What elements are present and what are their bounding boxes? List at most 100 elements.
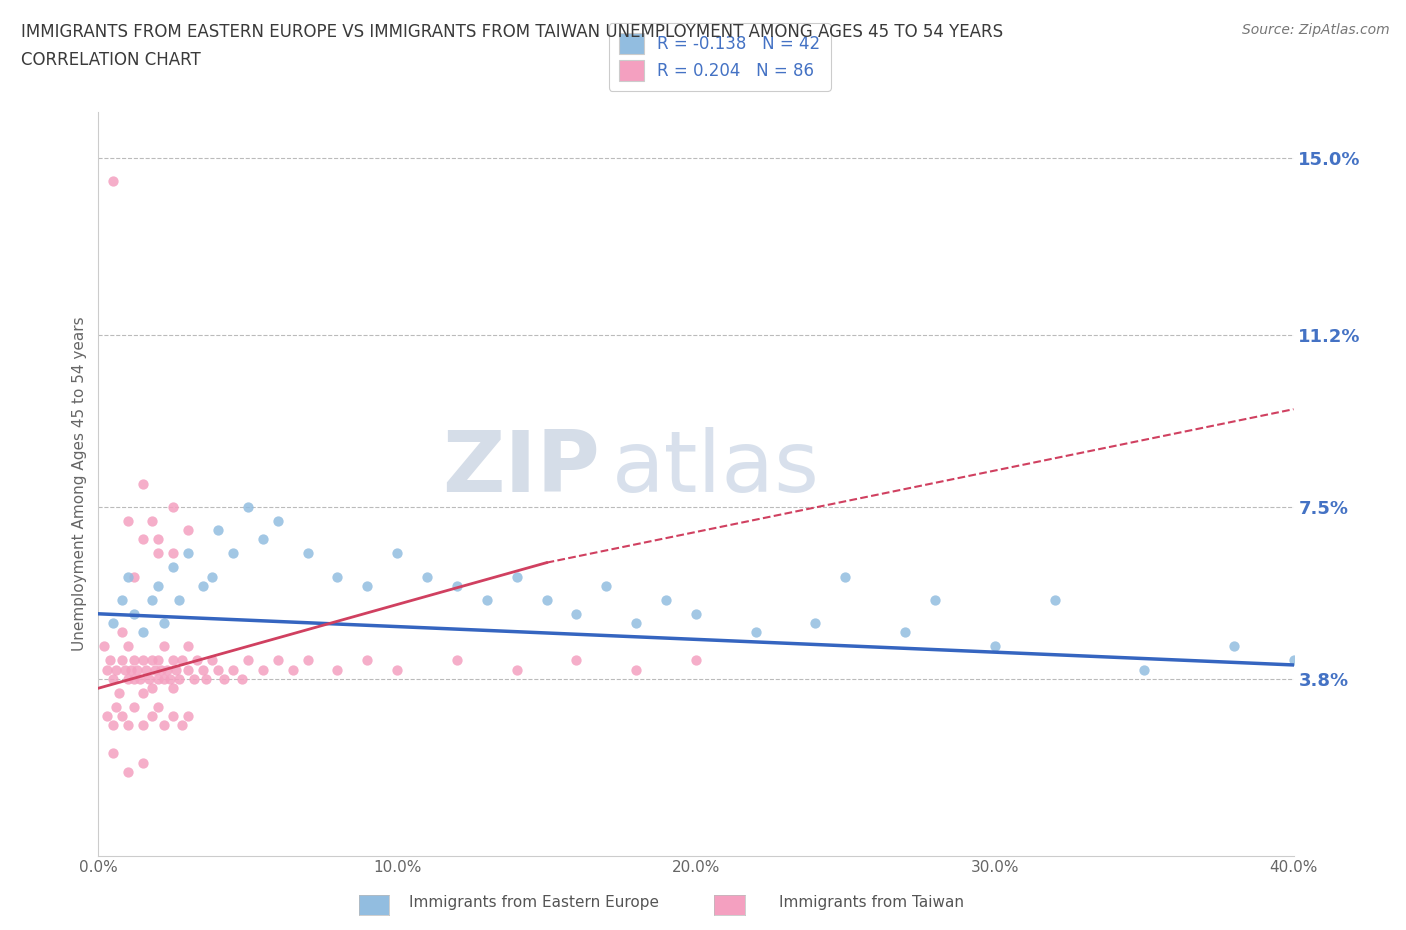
Text: IMMIGRANTS FROM EASTERN EUROPE VS IMMIGRANTS FROM TAIWAN UNEMPLOYMENT AMONG AGES: IMMIGRANTS FROM EASTERN EUROPE VS IMMIGR… — [21, 23, 1004, 41]
Point — [326, 569, 349, 584]
Text: CORRELATION CHART: CORRELATION CHART — [21, 51, 201, 69]
Point — [141, 681, 163, 696]
Point — [984, 639, 1007, 654]
Point — [172, 718, 194, 733]
Point — [1043, 592, 1066, 607]
Point — [162, 546, 184, 561]
Point — [150, 662, 173, 677]
Point — [148, 578, 170, 593]
Text: Source: ZipAtlas.com: Source: ZipAtlas.com — [1241, 23, 1389, 37]
Point — [117, 718, 139, 733]
Point — [626, 662, 648, 677]
Point — [177, 639, 200, 654]
Point — [177, 523, 200, 538]
Point — [98, 653, 122, 668]
Point — [148, 671, 170, 686]
Point — [172, 653, 194, 668]
Point — [924, 592, 946, 607]
Text: atlas: atlas — [613, 427, 820, 511]
Point — [416, 569, 439, 584]
Text: ZIP: ZIP — [443, 427, 600, 511]
Point — [207, 523, 229, 538]
Point — [536, 592, 558, 607]
Point — [132, 685, 155, 700]
Point — [1133, 662, 1156, 677]
Point — [195, 671, 218, 686]
Point — [129, 671, 152, 686]
Point — [655, 592, 678, 607]
Point — [153, 616, 176, 631]
Point — [595, 578, 617, 593]
Point — [685, 653, 707, 668]
Point — [167, 671, 190, 686]
Point — [186, 653, 208, 668]
Point — [143, 662, 166, 677]
Point — [132, 532, 155, 547]
Point — [135, 662, 157, 677]
Point — [148, 532, 170, 547]
Point — [162, 709, 184, 724]
Point — [446, 653, 468, 668]
Point — [626, 616, 648, 631]
Point — [120, 662, 142, 677]
Point — [201, 653, 224, 668]
Point — [297, 653, 319, 668]
Point — [177, 662, 200, 677]
Point — [124, 569, 146, 584]
Point — [132, 476, 155, 491]
Point — [356, 578, 378, 593]
Point — [446, 578, 468, 593]
Point — [267, 513, 290, 528]
Point — [162, 560, 184, 575]
Point — [103, 746, 125, 761]
Point — [114, 662, 136, 677]
Point — [138, 671, 160, 686]
Text: Immigrants from Eastern Europe: Immigrants from Eastern Europe — [409, 895, 659, 910]
Point — [105, 699, 128, 714]
Y-axis label: Unemployment Among Ages 45 to 54 years: Unemployment Among Ages 45 to 54 years — [72, 316, 87, 651]
Point — [141, 653, 163, 668]
Point — [103, 671, 125, 686]
Point — [162, 681, 184, 696]
Point — [506, 662, 529, 677]
Point — [236, 499, 259, 514]
Point — [565, 606, 588, 621]
Point — [236, 653, 259, 668]
Text: Immigrants from Taiwan: Immigrants from Taiwan — [779, 895, 965, 910]
Point — [281, 662, 304, 677]
Point — [212, 671, 235, 686]
Point — [162, 499, 184, 514]
Point — [103, 718, 125, 733]
Point — [385, 546, 409, 561]
Point — [153, 639, 176, 654]
Point — [165, 662, 187, 677]
Point — [252, 662, 274, 677]
Point — [124, 653, 146, 668]
Point — [124, 699, 146, 714]
Legend: R = -0.138   N = 42, R = 0.204   N = 86: R = -0.138 N = 42, R = 0.204 N = 86 — [609, 23, 831, 90]
Point — [148, 699, 170, 714]
Point — [108, 685, 131, 700]
Point — [1223, 639, 1246, 654]
Point — [207, 662, 229, 677]
Point — [685, 606, 707, 621]
Point — [153, 671, 176, 686]
Point — [153, 718, 176, 733]
Point — [103, 616, 125, 631]
Point — [148, 546, 170, 561]
Point — [132, 625, 155, 640]
Point — [132, 718, 155, 733]
Point — [804, 616, 827, 631]
Point — [475, 592, 498, 607]
Point — [93, 639, 115, 654]
Point — [117, 764, 139, 779]
Point — [385, 662, 409, 677]
Point — [124, 606, 146, 621]
Point — [111, 709, 134, 724]
Point — [565, 653, 588, 668]
Point — [111, 592, 134, 607]
Point — [894, 625, 917, 640]
Point — [356, 653, 378, 668]
Point — [231, 671, 253, 686]
Point — [222, 662, 245, 677]
